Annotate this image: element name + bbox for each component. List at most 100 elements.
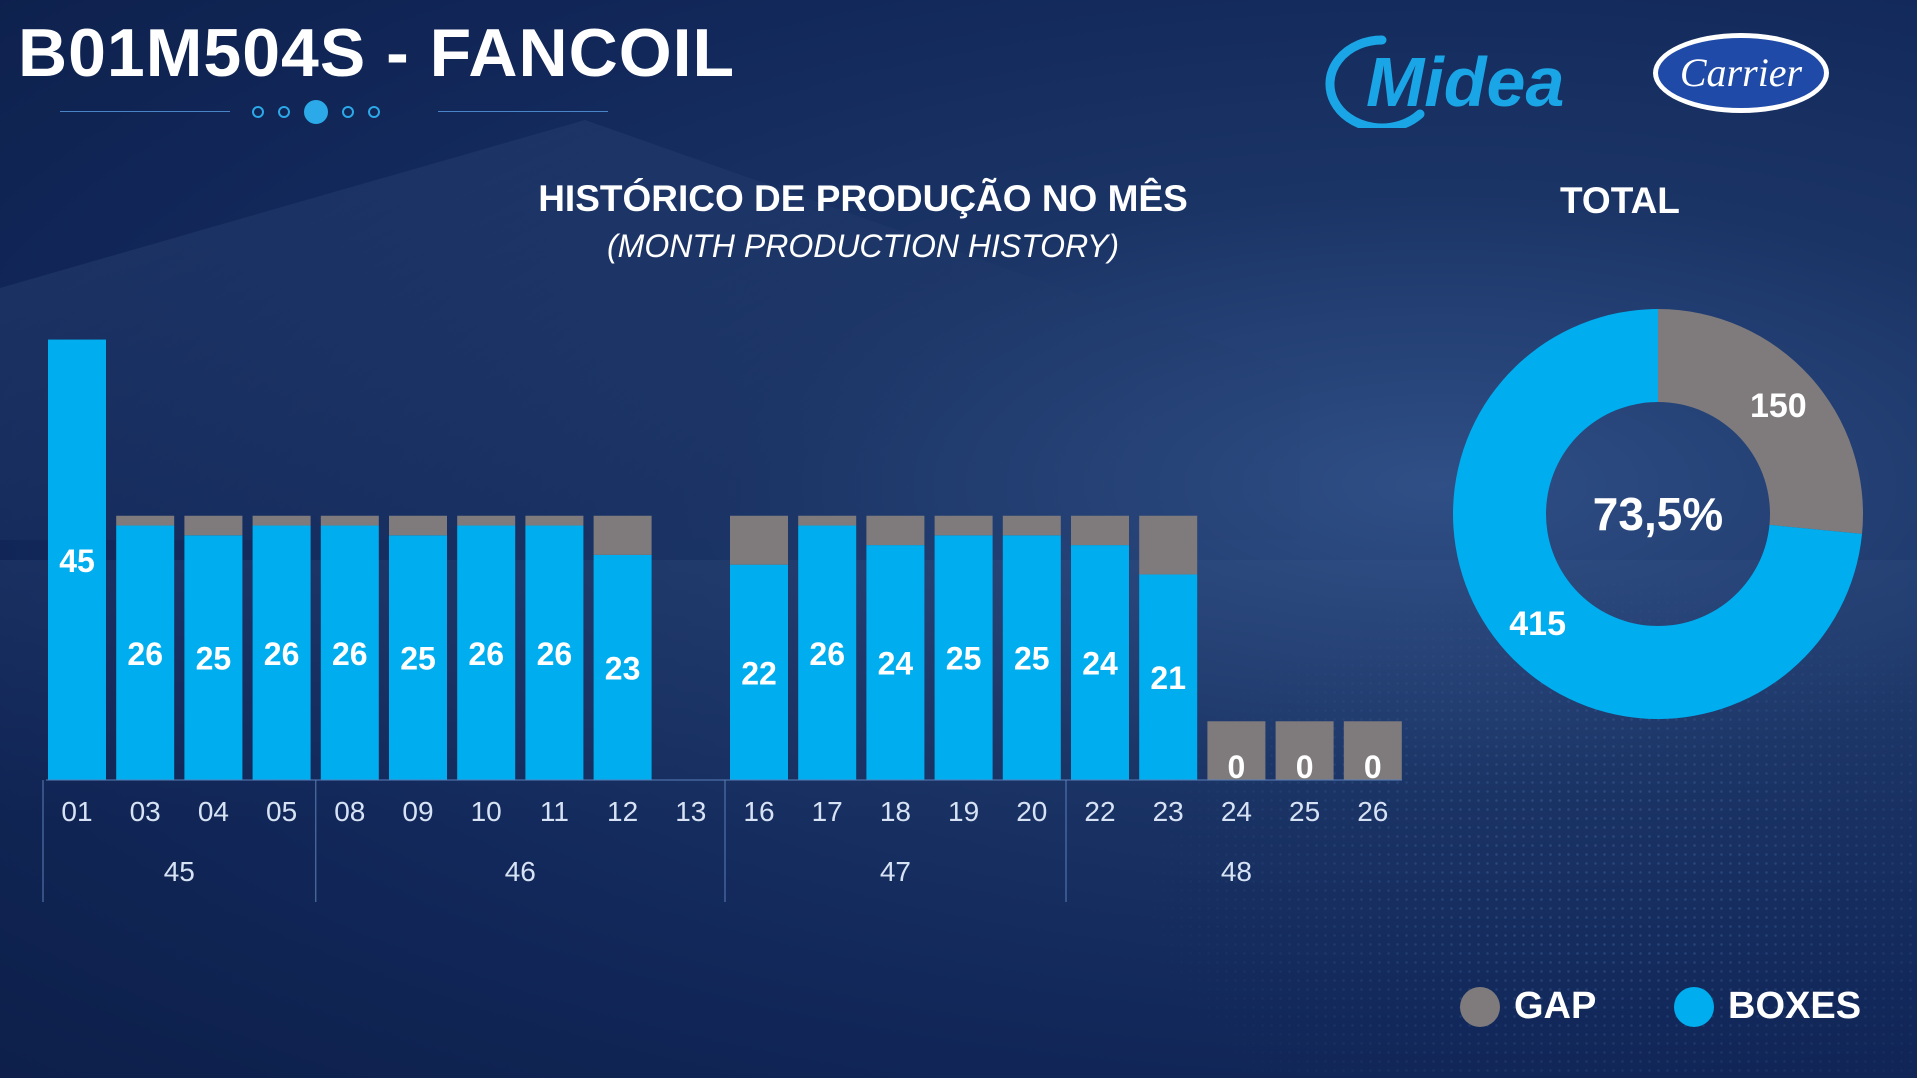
x-tick-label: 09 xyxy=(402,796,433,827)
bar-gap xyxy=(525,515,584,526)
donut-slice-label: 150 xyxy=(1750,387,1807,425)
page-title: B01M504S - FANCOIL xyxy=(18,15,736,91)
x-tick-label: 24 xyxy=(1221,796,1252,827)
page-dot xyxy=(368,106,380,118)
bar-boxes xyxy=(525,525,584,780)
bar-gap xyxy=(320,515,379,526)
x-tick-label: 08 xyxy=(334,796,365,827)
bar-data-label: 26 xyxy=(468,636,504,672)
bar-gap xyxy=(1139,515,1198,575)
bar-gap xyxy=(457,515,516,526)
page-dot xyxy=(252,106,264,118)
x-tick-label: 17 xyxy=(812,796,843,827)
bar-data-label: 24 xyxy=(1082,646,1118,682)
midea-logo-text: Midea xyxy=(1366,43,1564,121)
bar-boxes xyxy=(798,525,857,780)
bar-boxes xyxy=(1002,535,1061,780)
bar-gap xyxy=(798,515,857,526)
page-indicator xyxy=(252,100,380,124)
group-label: 48 xyxy=(1221,856,1252,887)
bar-data-label: 45 xyxy=(59,543,95,579)
bar-boxes xyxy=(593,554,652,780)
bar-gap xyxy=(1002,515,1061,536)
legend-item-gap: GAP xyxy=(1460,985,1596,1028)
bar-data-label: 23 xyxy=(605,650,641,686)
x-tick-label: 01 xyxy=(61,796,92,827)
bar-gap xyxy=(866,515,925,546)
bar-data-label: 26 xyxy=(809,636,845,672)
page-dot xyxy=(278,106,290,118)
donut-slice-gap xyxy=(1658,309,1863,534)
production-bar-chart: 45 01 26 03 25 04 26 05 26 08 25 09 26 10 26 11 23 12 13 22… xyxy=(42,339,1402,902)
bar-boxes xyxy=(1139,574,1198,780)
bar-gap xyxy=(1343,721,1402,780)
bar-data-label: 25 xyxy=(196,641,232,677)
x-tick-label: 11 xyxy=(540,796,569,827)
donut-slice-label: 415 xyxy=(1509,605,1566,643)
bar-data-label: 21 xyxy=(1150,660,1186,696)
bar-boxes xyxy=(116,525,175,780)
legend-swatch-boxes xyxy=(1674,986,1714,1027)
bar-data-label: 22 xyxy=(741,655,777,691)
bar-boxes xyxy=(934,535,993,780)
bar-data-label: 25 xyxy=(1014,641,1050,677)
donut-title: TOTAL xyxy=(1560,180,1680,221)
legend-label-boxes: BOXES xyxy=(1728,985,1862,1027)
x-tick-label: 23 xyxy=(1153,796,1184,827)
bar-data-label: 26 xyxy=(127,636,163,672)
bar-data-label: 26 xyxy=(332,636,368,672)
x-tick-label: 12 xyxy=(607,796,638,827)
bar-data-label: 0 xyxy=(1228,749,1246,785)
x-tick-label: 26 xyxy=(1357,796,1388,827)
bar-boxes xyxy=(1071,545,1129,780)
bar-boxes xyxy=(866,545,925,780)
midea-logo: Midea xyxy=(1325,35,1564,128)
group-label: 47 xyxy=(880,856,911,887)
bar-gap xyxy=(116,515,175,526)
x-tick-label: 05 xyxy=(266,796,297,827)
bar-gap xyxy=(730,515,788,565)
bar-data-label: 0 xyxy=(1296,749,1314,785)
x-tick-label: 18 xyxy=(880,796,911,827)
bar-boxes xyxy=(320,525,379,780)
x-tick-label: 22 xyxy=(1084,796,1115,827)
total-donut-chart: 150 415 73,5% xyxy=(1453,309,1863,719)
bar-data-label: 0 xyxy=(1364,749,1382,785)
chart-subtitle: (MONTH PRODUCTION HISTORY) xyxy=(607,228,1119,264)
x-tick-label: 10 xyxy=(471,796,502,827)
bar-gap xyxy=(1207,721,1266,780)
bar-data-label: 25 xyxy=(400,641,436,677)
bar-data-label: 26 xyxy=(264,636,300,672)
bar-gap xyxy=(252,515,311,526)
legend-item-boxes: BOXES xyxy=(1674,985,1861,1028)
legend-swatch-gap xyxy=(1460,986,1500,1027)
bar-boxes xyxy=(252,525,311,780)
bar-gap xyxy=(934,515,993,536)
bar-gap xyxy=(184,515,243,536)
title-rule-right xyxy=(438,111,608,112)
legend-label-gap: GAP xyxy=(1514,985,1597,1027)
title-rule-left xyxy=(60,111,230,112)
chart-title: HISTÓRICO DE PRODUÇÃO NO MÊS xyxy=(538,178,1188,219)
carrier-logo: Carrier xyxy=(1653,33,1829,113)
x-tick-label: 03 xyxy=(130,796,161,827)
x-tick-label: 13 xyxy=(675,796,706,827)
donut-center-label: 73,5% xyxy=(1593,488,1723,540)
bar-gap xyxy=(593,515,652,555)
donut-slice-boxes xyxy=(1453,309,1863,719)
bar-data-label: 24 xyxy=(878,646,914,682)
bar-boxes xyxy=(389,535,447,780)
bar-boxes xyxy=(184,535,243,780)
bar-gap xyxy=(1071,515,1129,546)
bar-gap xyxy=(1275,721,1334,780)
group-label: 45 xyxy=(164,856,195,887)
x-tick-label: 20 xyxy=(1016,796,1047,827)
bar-data-label: 25 xyxy=(946,641,982,677)
x-tick-label: 04 xyxy=(198,796,229,827)
bar-data-label: 26 xyxy=(537,636,573,672)
bar-boxes xyxy=(730,564,788,780)
x-tick-label: 19 xyxy=(948,796,979,827)
page-dot xyxy=(342,106,354,118)
page-dot-active xyxy=(304,100,328,124)
x-tick-label: 25 xyxy=(1289,796,1320,827)
